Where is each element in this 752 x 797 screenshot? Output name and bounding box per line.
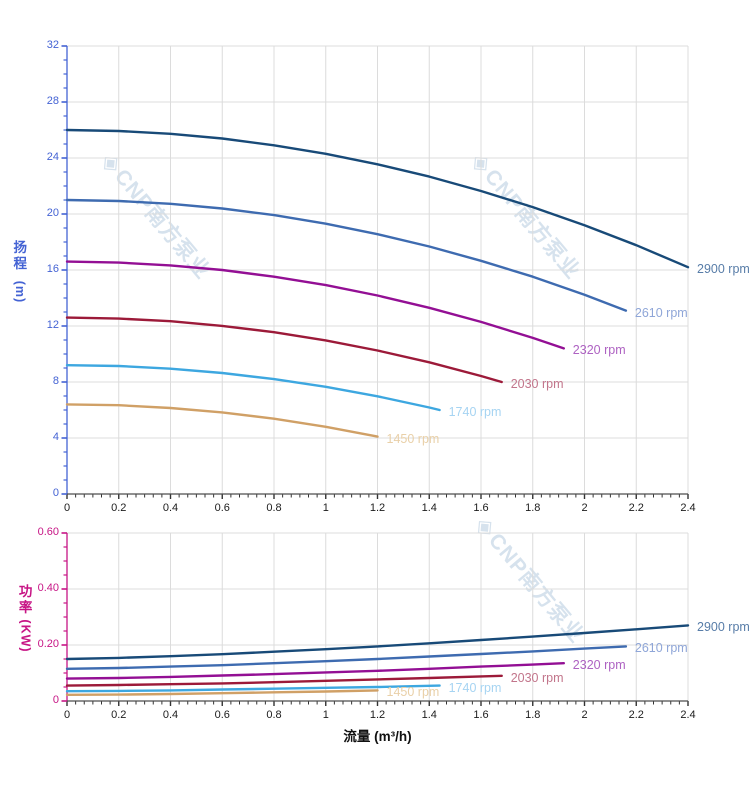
axis-tick-label: 32 <box>46 39 59 51</box>
axis-tick-label: 0.40 <box>37 582 59 594</box>
power-axis-title-text: 功率 <box>18 584 33 616</box>
axis-tick-label: 2.2 <box>628 502 644 514</box>
series-label: 1450 rpm <box>386 431 440 446</box>
axis-tick-label: 1.8 <box>525 709 541 721</box>
axis-tick-label: 0 <box>63 709 71 721</box>
axis-tick-label: 0.60 <box>37 526 59 538</box>
series-label: 2610 rpm <box>634 305 688 320</box>
axis-tick-label: 1.6 <box>473 502 489 514</box>
axis-tick-label: 1.8 <box>525 502 541 514</box>
series-label: 1740 rpm <box>448 405 502 419</box>
series-label: 2610 rpm <box>634 641 688 656</box>
axis-tick-label: 1.6 <box>473 709 489 721</box>
head-axis-unit: (m) <box>13 281 28 304</box>
axis-tick-label: 20 <box>46 207 59 219</box>
axis-tick-label: 2.2 <box>628 709 644 721</box>
axis-tick-label: 0.20 <box>37 638 59 650</box>
axis-tick-label: 24 <box>46 151 59 163</box>
head-flow-chart <box>61 45 690 499</box>
axis-tick-label: 0.8 <box>266 709 282 721</box>
axis-tick-label: 2.4 <box>680 709 696 721</box>
axis-tick-label: 2 <box>581 709 588 721</box>
head-axis-title: 扬程 (m) <box>9 240 31 304</box>
axis-tick-label: 0.2 <box>111 709 127 721</box>
axis-tick-label: 0 <box>52 487 59 499</box>
flow-axis-title: 流量 (m³/h) <box>343 729 412 744</box>
axis-tick-label: 2 <box>581 502 588 514</box>
axis-tick-label: 1 <box>322 709 329 721</box>
axis-tick-label: 4 <box>52 431 59 443</box>
axis-tick-label: 0 <box>63 502 71 514</box>
axis-tick-label: 0.2 <box>111 502 127 514</box>
power-axis-title: 功率 (KW) <box>9 584 42 653</box>
axis-tick-label: 1.2 <box>369 502 386 514</box>
axis-tick-label: 16 <box>46 263 59 275</box>
axis-tick-label: 28 <box>46 95 59 107</box>
power-flow-chart <box>61 532 690 706</box>
series-label: 2030 rpm <box>510 670 564 685</box>
axis-tick-label: 0.4 <box>162 709 179 721</box>
axis-tick-label: 1 <box>322 502 329 514</box>
head-axis-title-text: 扬程 <box>13 240 27 272</box>
series-label: 2320 rpm <box>572 658 626 673</box>
axis-tick-label: 2.4 <box>680 502 696 514</box>
axis-tick-label: 0.6 <box>214 502 230 514</box>
series-label: 2030 rpm <box>510 377 564 391</box>
axis-tick-label: 1.2 <box>369 709 386 721</box>
series-label: 2320 rpm <box>572 343 626 358</box>
series-label: 2900 rpm <box>697 262 750 277</box>
axis-tick-label: 0.8 <box>266 502 282 514</box>
series-label: 1740 rpm <box>448 680 502 695</box>
axis-tick-label: 0.6 <box>214 709 230 721</box>
series-label: 1450 rpm <box>386 685 440 700</box>
series-label: 2900 rpm <box>697 620 750 635</box>
axis-tick-label: 0.4 <box>162 502 179 514</box>
axis-tick-label: 8 <box>52 375 59 387</box>
axis-tick-label: 12 <box>46 319 59 331</box>
axis-tick-label: 1.4 <box>421 709 437 721</box>
axis-tick-label: 1.4 <box>421 502 437 514</box>
axis-tick-label: 0 <box>52 694 59 706</box>
